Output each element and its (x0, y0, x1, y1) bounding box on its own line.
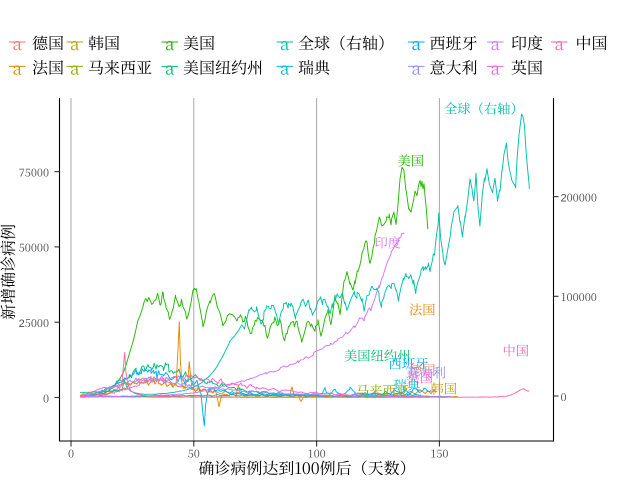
svg-text:韩国: 韩国 (88, 31, 120, 54)
svg-text:确诊病例达到100例后（天数）: 确诊病例达到100例后（天数） (198, 456, 415, 479)
svg-text:全球（右轴）: 全球（右轴） (298, 31, 394, 54)
svg-text:0: 0 (43, 390, 49, 406)
svg-text:50: 50 (188, 446, 200, 462)
svg-text:a: a (412, 30, 422, 55)
svg-text:200000: 200000 (561, 189, 597, 205)
svg-text:a: a (13, 30, 23, 55)
svg-text:a: a (165, 30, 175, 55)
svg-text:马来西亚: 马来西亚 (88, 55, 152, 78)
svg-text:a: a (13, 54, 23, 79)
svg-text:英国: 英国 (511, 55, 543, 78)
svg-text:a: a (70, 30, 80, 55)
svg-text:德国: 德国 (32, 31, 64, 54)
svg-text:a: a (280, 54, 290, 79)
svg-text:英国: 英国 (407, 368, 434, 387)
svg-text:意大利: 意大利 (406, 363, 446, 382)
svg-text:美国纽约州: 美国纽约州 (344, 346, 410, 365)
svg-text:50000: 50000 (19, 240, 49, 256)
svg-text:新增确诊病例: 新增确诊病例 (0, 224, 19, 320)
svg-text:马来西亚: 马来西亚 (356, 381, 409, 400)
svg-text:a: a (165, 54, 175, 79)
svg-text:西班牙: 西班牙 (430, 31, 478, 54)
svg-text:印度: 印度 (375, 233, 402, 252)
svg-text:a: a (555, 30, 565, 55)
svg-text:100: 100 (308, 446, 326, 462)
svg-text:美国纽约州: 美国纽约州 (183, 55, 263, 78)
svg-text:韩国: 韩国 (431, 379, 458, 398)
svg-text:西班牙: 西班牙 (389, 354, 429, 373)
svg-text:100000: 100000 (561, 289, 597, 305)
svg-text:瑞典: 瑞典 (394, 375, 421, 394)
svg-text:0: 0 (561, 389, 567, 405)
svg-text:德国: 德国 (409, 360, 436, 379)
svg-text:意大利: 意大利 (430, 55, 478, 78)
svg-text:全球（右轴）: 全球（右轴） (444, 99, 524, 118)
svg-text:法国: 法国 (409, 300, 436, 319)
svg-text:75000: 75000 (19, 164, 49, 180)
svg-text:a: a (70, 54, 80, 79)
svg-text:中国: 中国 (503, 341, 530, 360)
svg-text:a: a (280, 30, 290, 55)
svg-text:a: a (491, 54, 501, 79)
svg-text:印度: 印度 (511, 31, 543, 54)
svg-text:瑞典: 瑞典 (298, 55, 330, 78)
svg-text:美国: 美国 (398, 151, 425, 170)
svg-text:25000: 25000 (19, 315, 49, 331)
svg-text:法国: 法国 (32, 55, 64, 78)
svg-text:美国: 美国 (183, 31, 215, 54)
svg-text:150: 150 (430, 446, 448, 462)
svg-text:a: a (491, 30, 501, 55)
svg-text:0: 0 (68, 446, 74, 462)
svg-text:a: a (412, 54, 422, 79)
svg-text:中国: 中国 (576, 31, 608, 54)
